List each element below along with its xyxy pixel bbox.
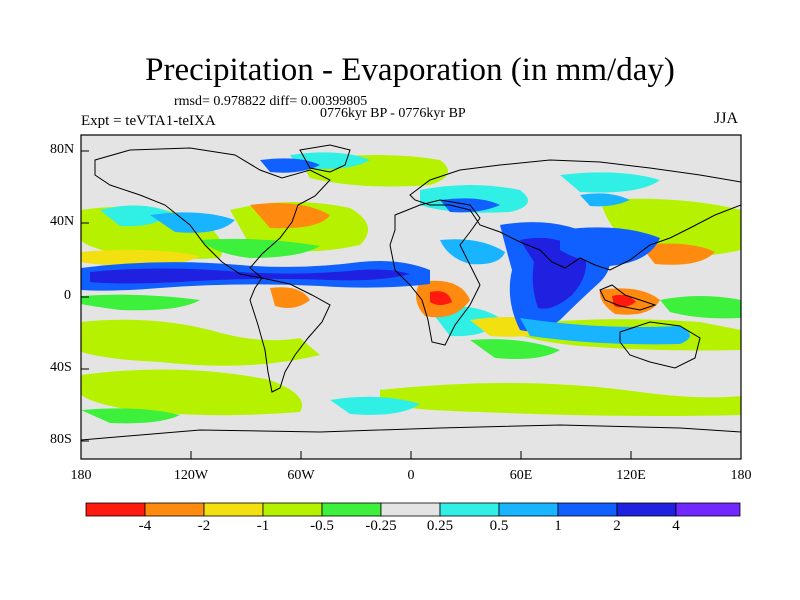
lat-tick-label: 40N [50,214,75,229]
lon-tick-label: 120W [173,468,209,483]
eurasia-outline [409,159,741,271]
colorbar-label: -2 [197,518,211,534]
north-america-outline [94,147,331,279]
lon-tick-label: 60E [509,468,533,483]
antarctica-outline [81,424,741,441]
time-period: 0776kyr BP - 0776kyr BP [320,106,466,121]
experiment-label: Expt = teVTA1-teIXA [81,113,216,129]
lon-tick-label: 180 [730,468,752,483]
field-dry-orange [250,202,330,229]
field-dry-red [430,291,452,305]
field-cyan-patch [100,205,170,227]
field-south-pacific-green [81,319,320,366]
season-label: JJA [714,110,739,127]
colorbar-label: 4 [672,518,680,534]
maritime-continent-outline [599,284,657,311]
field-southern-ocean-green [81,369,302,416]
greenland-outline [299,144,351,173]
field-green-patch [81,294,200,311]
precip-evap-field [81,135,741,459]
field-dry-orange [270,287,310,308]
colorbar-box [262,502,323,517]
field-dry-red [612,294,636,308]
lon-tick-label: 60W [287,468,315,483]
field-light-blue-band [520,318,690,345]
colorbar-label: 2 [613,518,621,534]
colorbar-box [144,502,205,517]
colorbar-box [85,502,146,517]
field-green-patch [81,408,180,424]
coastlines [81,144,741,441]
colorbar-label: -1 [256,518,270,534]
colorbar-label: 1 [554,518,562,534]
plot-title: Precipitation - Evaporation (in mm/day) [145,52,675,88]
south-america-outline [249,277,331,393]
lat-tick-label: 80S [50,432,72,447]
field-southern-ocean-green-east [380,382,741,416]
lon-tick-label: 180 [70,468,92,483]
colorbar-box [557,502,618,517]
colorbar-label: 0.25 [426,518,454,534]
colorbar-label: 0.5 [489,518,509,534]
colorbar-box [321,502,382,517]
lat-tick-label: 40S [50,360,72,375]
colorbar [85,502,741,517]
colorbar-box [439,502,500,517]
field-cyan-patch [560,172,660,193]
lat-tick-label: 0 [64,288,71,303]
field-dry-orange [640,243,715,265]
field-cyan-patch [330,396,420,415]
field-green-patch [470,339,560,359]
colorbar-box [498,502,559,517]
colorbar-box [380,502,441,517]
field-light-blue-patch [440,239,505,265]
lon-tick-label: 120E [616,468,646,483]
field-blue-patch [260,158,320,173]
africa-outline [389,199,481,346]
colorbar-box [675,502,741,517]
colorbar-box [616,502,677,517]
field-indian-monsoon-dark-blue [520,237,587,309]
rmsd-diff-stats: rmsd= 0.978822 diff= 0.00399805 [174,94,368,109]
colorbar-label: -0.5 [310,518,334,534]
colorbar-box [203,502,264,517]
field-green-patch [660,296,741,319]
field-light-blue-patch [150,212,235,233]
lon-tick-label: 0 [407,468,415,483]
lat-tick-label: 80N [50,142,75,157]
axis-ticks [80,150,742,459]
australia-outline [619,321,701,369]
colorbar-label: -4 [138,518,152,534]
field-green-patch [200,238,320,258]
colorbar-label: -0.25 [365,518,397,534]
field-light-blue-patch [580,193,630,207]
